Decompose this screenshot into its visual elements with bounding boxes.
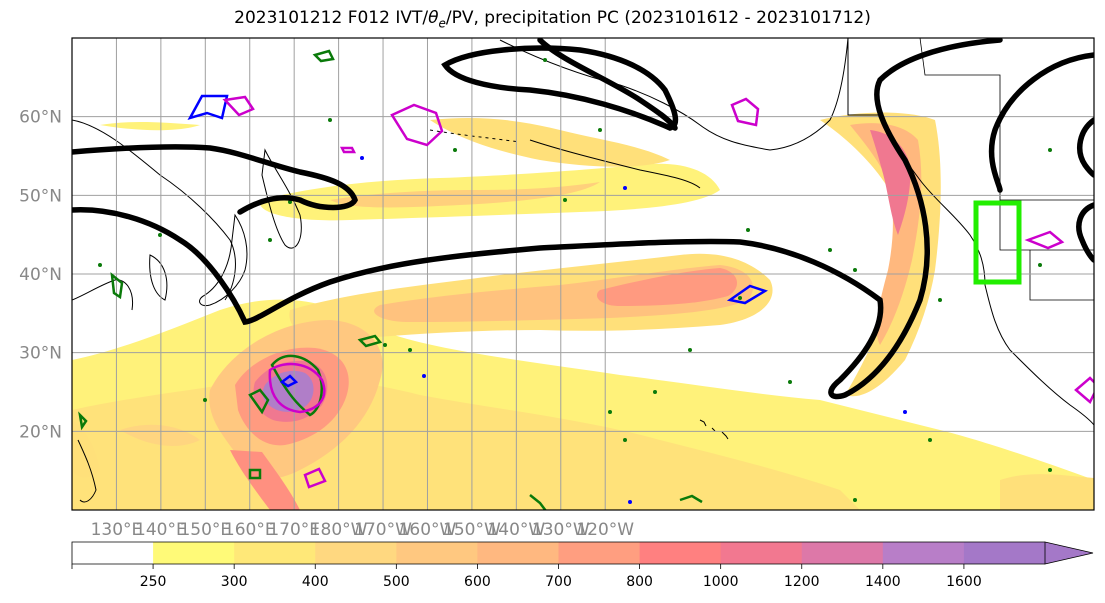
colorbar-label: 1400 xyxy=(865,574,901,590)
latitude-labels: 60°N 50°N 40°N 30°N 20°N xyxy=(19,108,62,443)
colorbar-segment xyxy=(720,542,803,564)
green-dots xyxy=(98,58,1052,502)
colorbar-segment xyxy=(963,542,1046,564)
colorbar: 250 300 400 500 600 700 800 1000 1200 1400 1600 xyxy=(71,541,1094,590)
lon-label: 140°W xyxy=(487,520,545,540)
colorbar-segment xyxy=(558,542,641,564)
blue-dots xyxy=(360,156,907,504)
region-box xyxy=(973,200,1022,285)
lat-label: 20°N xyxy=(19,422,62,442)
colorbar-label: 400 xyxy=(302,574,329,590)
lat-label: 50°N xyxy=(19,186,62,206)
colorbar-segment xyxy=(639,542,722,564)
lon-label: 170°W xyxy=(354,520,412,540)
lon-label: 130°W xyxy=(532,520,590,540)
lat-label: 30°N xyxy=(19,344,62,364)
colorbar-segment xyxy=(234,542,316,564)
colorbar-segment xyxy=(315,542,397,564)
blue-contours xyxy=(187,94,768,388)
lon-label: 150°W xyxy=(443,520,501,540)
lat-label: 60°N xyxy=(19,108,62,128)
colorbar-label: 800 xyxy=(626,574,653,590)
lon-label: 180°W xyxy=(310,520,368,540)
lon-label: 170°E xyxy=(268,520,320,540)
magenta-contours xyxy=(222,95,1094,489)
map-title: 2023101212 F012 IVT/θe/PV, precipitation… xyxy=(234,8,871,31)
map-frame xyxy=(71,37,1095,511)
colorbar-segment xyxy=(882,542,965,564)
colorbar-segment xyxy=(72,542,154,564)
lon-label: 150°E xyxy=(179,520,231,540)
lon-label: 160°W xyxy=(399,520,457,540)
colorbar-label: 1000 xyxy=(703,574,739,590)
colorbar-label: 250 xyxy=(140,574,167,590)
colorbar-segment xyxy=(153,542,235,564)
colorbar-segment xyxy=(396,542,478,564)
colorbar-label: 500 xyxy=(383,574,410,590)
lon-label: 130°E xyxy=(91,520,143,540)
colorbar-label: 1200 xyxy=(784,574,820,590)
longitude-labels: 130°E140°E150°E160°E170°E180°W170°W160°W… xyxy=(91,520,635,540)
lon-label: 120°W xyxy=(576,520,634,540)
colorbar-segment xyxy=(801,542,884,564)
colorbar-extend-arrow xyxy=(1044,541,1094,565)
pv-contours xyxy=(72,38,1094,400)
colorbar-segment xyxy=(477,542,559,564)
colorbar-label: 1600 xyxy=(946,574,982,590)
colorbar-label: 300 xyxy=(221,574,248,590)
green-contours xyxy=(78,49,703,510)
lon-label: 160°E xyxy=(224,520,276,540)
lat-label: 40°N xyxy=(19,265,62,285)
lon-label: 140°E xyxy=(135,520,187,540)
colorbar-label: 600 xyxy=(464,574,491,590)
colorbar-label: 700 xyxy=(545,574,572,590)
